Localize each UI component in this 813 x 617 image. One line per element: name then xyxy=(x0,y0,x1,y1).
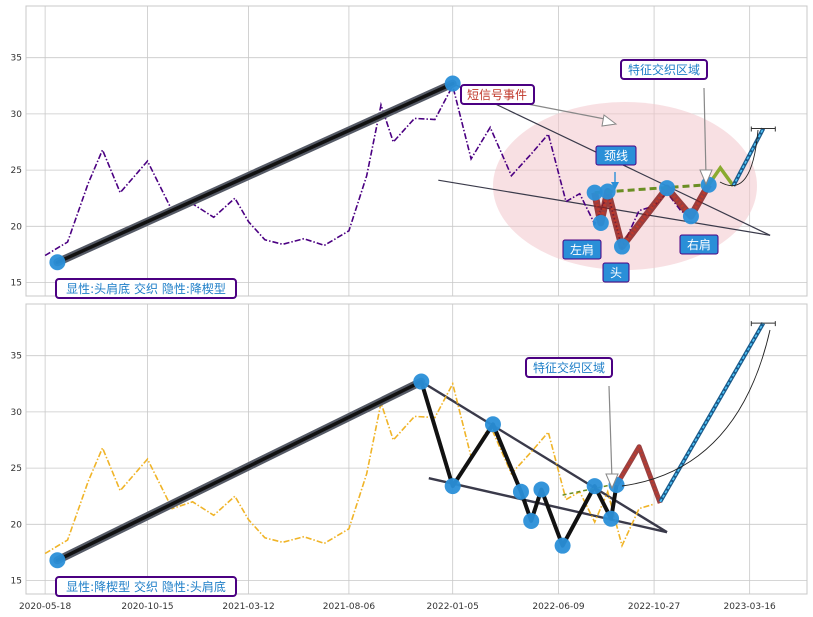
pivot-point xyxy=(613,238,630,255)
bottom-price-series xyxy=(44,381,655,555)
pivot-point xyxy=(49,552,66,569)
short-signal-box xyxy=(460,84,535,105)
pivot-point xyxy=(484,416,501,433)
projection-line-blue xyxy=(732,128,765,187)
head-box xyxy=(602,262,630,283)
wedge-upper-line xyxy=(420,380,668,534)
bottom-feature-zone-arrowhead xyxy=(605,473,619,490)
zigzag-line xyxy=(419,381,619,548)
x-tick-label: 2020-05-18 xyxy=(19,602,72,612)
y-tick-label: 20 xyxy=(11,520,23,530)
bottom-pivot-points xyxy=(49,373,625,569)
x-tick-label: 2023-03-16 xyxy=(723,602,776,612)
bottom-feature-zone-box xyxy=(525,357,613,378)
top-panel: 15 20 25 30 35 显性:头肩底 交织 隐性:降楔型 短信号事件 xyxy=(11,5,808,299)
feature-zone-arrowhead xyxy=(699,169,713,186)
head-label: 头 xyxy=(610,266,622,280)
x-tick-label: 2020-10-15 xyxy=(121,602,173,612)
top-feature-zone-label: 特征交织区域 xyxy=(628,62,700,77)
projection-curve-arrow xyxy=(719,129,759,187)
bottom-plot-area xyxy=(25,303,808,595)
x-tick-label: 2022-06-09 xyxy=(532,602,585,612)
short-signal-arrowhead xyxy=(601,114,618,127)
y-tick-label: 25 xyxy=(11,166,22,176)
pivot-point xyxy=(700,176,717,193)
top-trend-line xyxy=(53,79,457,267)
pivot-point xyxy=(533,481,550,498)
pivot-point xyxy=(586,478,603,495)
right-shoulder-label: 右肩 xyxy=(687,237,711,252)
bottom-projection-curve-arrow xyxy=(621,329,771,487)
top-feature-zone-box xyxy=(620,59,708,80)
price-series-line xyxy=(44,381,655,555)
bottom-feature-zone-label: 特征交织区域 xyxy=(533,360,605,375)
neckline-box xyxy=(595,145,637,166)
pivot-point xyxy=(49,254,66,271)
y-tick-label: 15 xyxy=(11,577,22,587)
bottom-trend-line xyxy=(53,377,426,565)
y-tick-label: 25 xyxy=(11,464,22,474)
pivot-point xyxy=(659,180,676,197)
bottom-legend-label: 显性:降楔型 交织 隐性:头肩底 xyxy=(66,579,226,594)
y-tick-label: 15 xyxy=(11,279,22,289)
neck-line xyxy=(562,483,617,496)
x-tick-label: 2021-03-12 xyxy=(222,602,274,612)
neck-line xyxy=(594,183,709,195)
pivot-point xyxy=(603,510,620,527)
y-tick-label: 20 xyxy=(11,222,23,232)
pivot-point xyxy=(599,183,616,200)
trend-line xyxy=(55,379,424,563)
top-legend-box xyxy=(55,278,237,299)
bottom-feature-zone-arrow xyxy=(608,385,613,481)
x-tick-label: 2021-08-06 xyxy=(323,602,376,612)
bottom-y-ticks: 15 20 25 30 35 xyxy=(11,352,23,587)
bottom-legend-box xyxy=(55,576,237,597)
bottom-red-path xyxy=(614,444,663,504)
bottom-zigzag-path xyxy=(419,381,619,548)
y-tick-label: 30 xyxy=(11,110,23,120)
short-signal-label: 短信号事件 xyxy=(467,88,527,102)
red-path-line xyxy=(615,445,662,504)
left-shoulder-label: 左肩 xyxy=(570,242,594,257)
y-tick-label: 30 xyxy=(11,408,23,418)
pivot-point xyxy=(512,483,529,500)
feature-zone-arrow xyxy=(703,87,707,177)
bottom-projection xyxy=(658,321,776,503)
pivot-point xyxy=(444,75,461,92)
pivot-point xyxy=(682,208,699,225)
top-legend-label: 显性:头肩底 交织 隐性:降楔型 xyxy=(66,281,226,296)
pivot-point xyxy=(586,184,603,201)
top-y-ticks: 15 20 25 30 35 xyxy=(11,54,23,289)
top-pivot-points xyxy=(49,75,717,271)
pivot-point xyxy=(592,214,609,231)
top-neck-line xyxy=(594,183,709,195)
bottom-neck-line xyxy=(562,483,617,496)
right-shoulder-box xyxy=(679,234,719,255)
pivot-point xyxy=(523,512,540,529)
pivot-point xyxy=(413,373,430,390)
trend-line xyxy=(55,81,455,265)
bottom-x-ticks: 2020-05-18 2020-10-15 2021-03-12 2021-08-06… xyxy=(19,602,776,612)
x-tick-label: 2022-01-05 xyxy=(427,602,479,612)
top-feature-zone-region xyxy=(493,102,757,270)
pivot-point xyxy=(554,537,571,554)
x-tick-label: 2022-10-27 xyxy=(628,602,680,612)
left-shoulder-box xyxy=(562,239,602,260)
bottom-panel: 15 20 25 30 35 2020-05-18 2020-10-15 2021-03-1… xyxy=(11,303,808,612)
y-tick-label: 35 xyxy=(11,54,22,64)
neckline-arrowhead xyxy=(611,182,619,190)
neckline-label: 颈线 xyxy=(604,149,628,163)
top-annotations: 显性:头肩底 交织 隐性:降楔型 短信号事件 特征交织区域 颈线 左肩 头 右肩 xyxy=(55,59,759,299)
pivot-point xyxy=(444,478,461,495)
y-tick-label: 35 xyxy=(11,352,22,362)
bottom-annotations: 显性:降楔型 交织 隐性:头肩底 特征交织区域 xyxy=(55,329,771,597)
projection-line xyxy=(659,322,764,503)
